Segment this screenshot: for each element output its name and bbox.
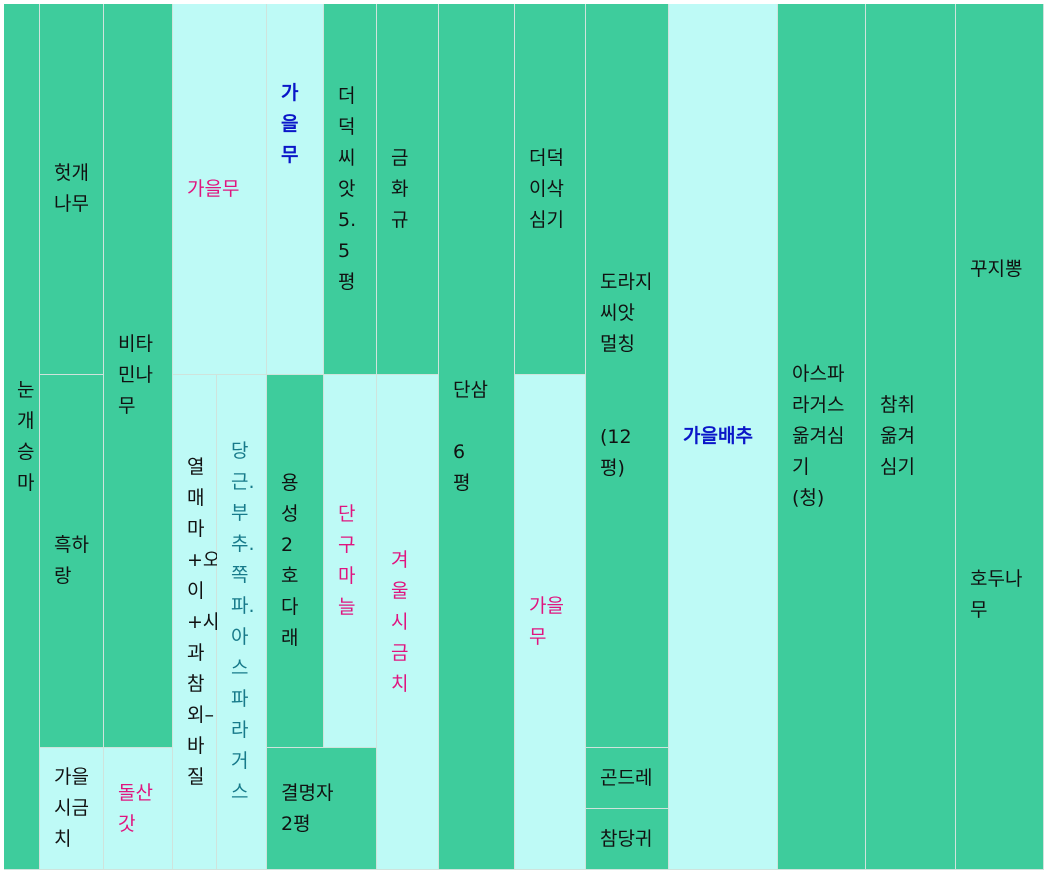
plot-label: 열매마+오이+사과참외–바질 [187,455,221,788]
plot-gaeul-baechu: 가을배추 [669,4,778,870]
plot-label: 비타 민나 무 [118,333,153,417]
plot-label: 가을배추 [683,425,753,447]
plot-label: 참당귀 [600,827,653,850]
plot-geumhwagyu: 금화규 [377,4,439,375]
plot-label: 아스파 라거스 옮겨심 기 (청) [792,363,845,509]
plot-label-kkujippong: 꾸지뽕 [970,258,1023,280]
plot-label: 가을무 [281,82,299,166]
plot-vitamin-namu: 비타 민나 무 [104,4,173,748]
plot-label: 금화규 [391,146,409,231]
plot-nungaesungma: 눈개승마 [4,4,40,870]
plot-dangu-maneul: 단구마늘 [324,375,377,748]
plot-gyeoul-sigeumchi: 겨울시금치 [377,375,439,870]
plot-chamchwi: 참취 옮겨 심기 [866,4,956,870]
plot-label: 헛개 나무 [54,162,89,215]
plot-gaeulmu-wide: 가을무 [173,4,267,375]
plot-label: 눈개승마 [17,378,35,494]
plot-label: 당근.부추.쪽파.아스파라거스 [231,440,255,803]
plot-label-hodunamu: 호두나 무 [970,568,1023,621]
plot-deodeok-isak: 더덕 이삭 심기 [515,4,586,375]
plot-doraji: 도라지 씨앗 멀칭 (12 평) [586,4,669,748]
plot-label: 참취 옮겨 심기 [880,394,915,478]
plot-dansam: 단삼 6 평 [439,4,515,870]
plot-label: 흑하 랑 [54,534,89,587]
plot-gaeulmu-lower: 가을 무 [515,375,586,870]
plot-heukharang: 흑하 랑 [40,375,104,748]
plot-kkujippong-hodu: 꾸지뽕 호두나 무 [956,4,1044,870]
plot-yongseong: 용성2호다래 [267,375,324,748]
plot-heotgaenamu: 헛개 나무 [40,4,104,375]
plot-gaeulmu-blue: 가을무 [267,4,324,375]
plot-gondeure: 곤드레 [586,748,669,809]
plot-chamdanggwi: 참당귀 [586,809,669,870]
plot-gyeolmyeongja: 결명자 2평 [267,748,377,870]
plot-deodeok-ssiat: 더덕씨앗 5.5평 [324,4,377,375]
plot-label: 단삼 6 평 [453,378,488,494]
plot-label: 더덕 이삭 심기 [529,146,564,231]
plot-label: 겨울시금치 [391,548,409,695]
plot-asparagus-move: 아스파 라거스 옮겨심 기 (청) [778,4,866,870]
plot-label: 도라지 씨앗 멀칭 (12 평) [600,271,653,479]
plot-label: 가을 무 [529,595,564,648]
plot-gaeul-sigeumchi-left: 가을 시금 치 [40,748,104,870]
plot-label: 가을무 [187,177,240,200]
plot-yeolmu-mix: 열매마+오이+사과참외–바질 [173,375,221,870]
plot-label: 결명자 2평 [281,781,334,835]
plot-label: 곤드레 [600,766,653,789]
plot-danggeun-mix: 당근.부추.쪽파.아스파라거스 [217,375,267,870]
plot-label: 가을 시금 치 [54,766,89,850]
plot-label: 더덕씨앗 5.5평 [338,84,357,293]
plot-dolsangat: 돌산 갓 [104,748,173,870]
plot-label: 돌산 갓 [118,781,153,835]
plot-label: 단구마늘 [338,503,356,618]
plot-label: 용성2호다래 [281,472,299,649]
